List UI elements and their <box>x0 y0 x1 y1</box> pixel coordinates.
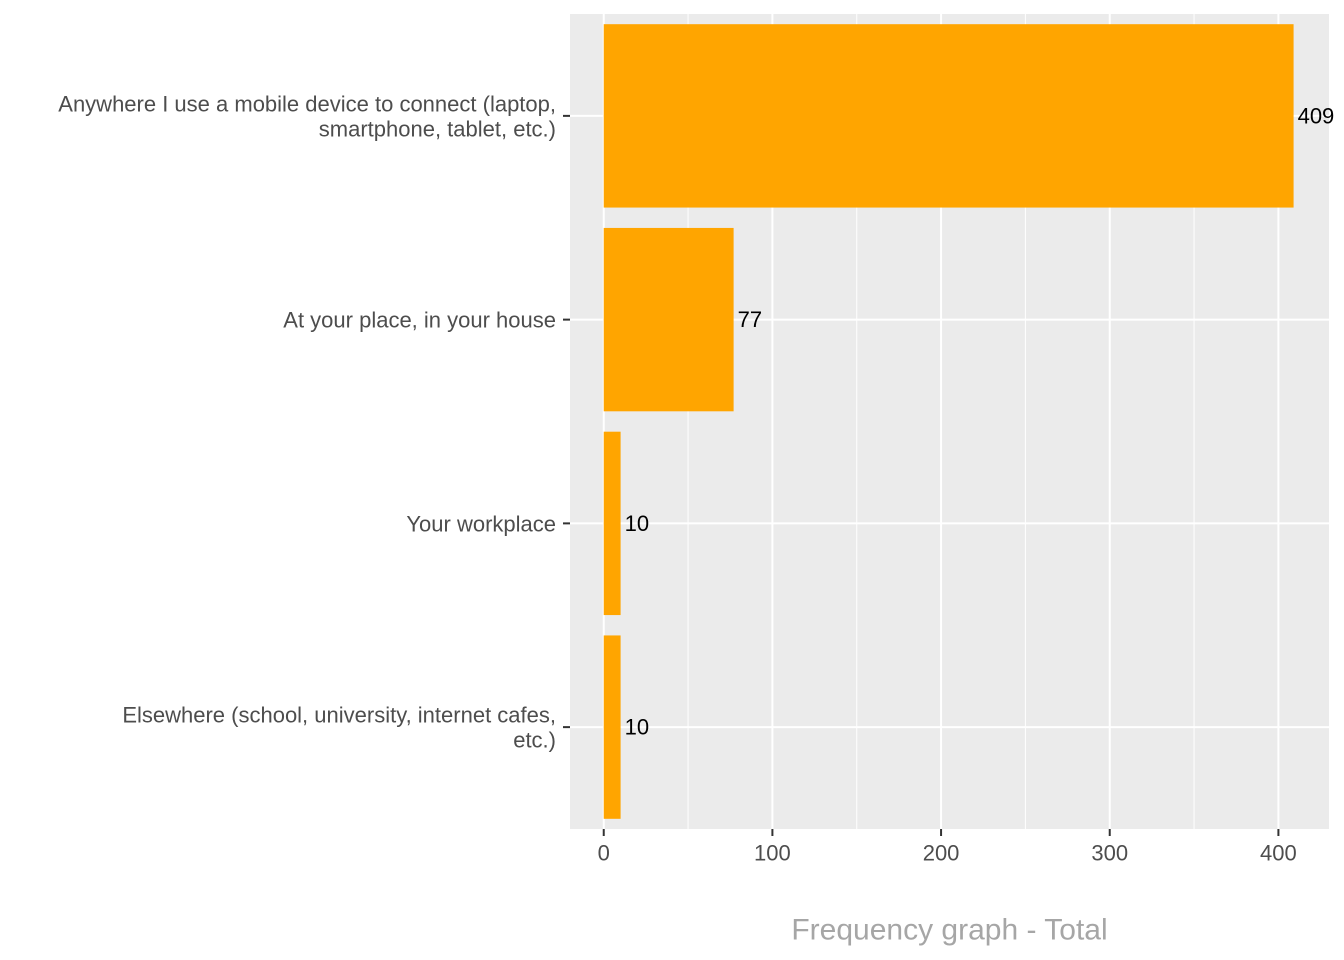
x-tick-label: 300 <box>1091 841 1128 866</box>
y-category-label: At your place, in your house <box>283 307 556 332</box>
data-label: 409 <box>1298 103 1335 128</box>
y-category-label-line: smartphone, tablet, etc.) <box>319 116 556 141</box>
x-tick-label: 0 <box>598 841 610 866</box>
data-label: 77 <box>738 307 762 332</box>
bar <box>603 431 621 616</box>
y-category-label-line: etc.) <box>513 727 556 752</box>
data-labels: 409 77 10 10 <box>625 103 1335 739</box>
y-category-label-line: Your workplace <box>406 511 556 536</box>
x-tick-label: 100 <box>754 841 791 866</box>
y-category-label: Anywhere I use a mobile device to connec… <box>58 91 556 141</box>
x-tick-label: 400 <box>1260 841 1297 866</box>
y-axis: Anywhere I use a mobile device to connec… <box>58 91 570 752</box>
y-category-label: Your workplace <box>406 511 556 536</box>
y-category-label-line: At your place, in your house <box>283 307 556 332</box>
bar <box>603 227 734 412</box>
y-category-label: Elsewhere (school, university, internet … <box>122 702 556 752</box>
data-label: 10 <box>625 511 649 536</box>
x-axis: 0 100 200 300 400 <box>598 829 1297 866</box>
bar <box>603 24 1294 208</box>
x-axis-title: Frequency graph - Total <box>791 914 1107 947</box>
bar <box>603 635 621 819</box>
y-category-label-line: Elsewhere (school, university, internet … <box>122 702 556 727</box>
y-category-label-line: Anywhere I use a mobile device to connec… <box>58 91 556 116</box>
data-label: 10 <box>625 715 649 740</box>
x-tick-label: 200 <box>923 841 960 866</box>
bars <box>603 24 1294 819</box>
